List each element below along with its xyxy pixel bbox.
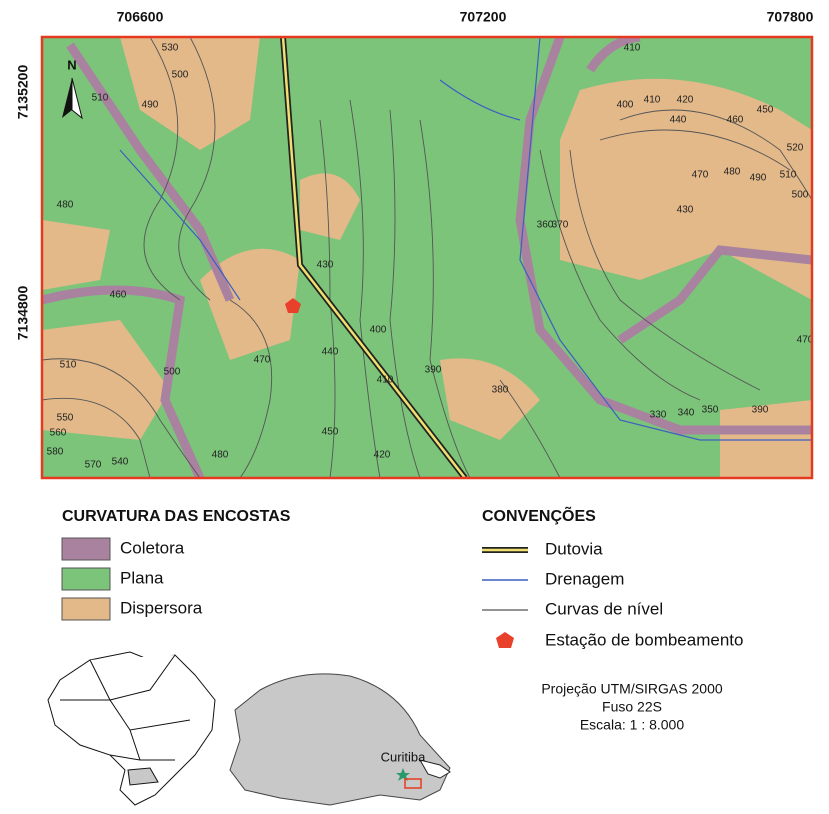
contour-label: 410 xyxy=(624,43,641,54)
contour-label: 430 xyxy=(317,260,334,271)
contour-label: 400 xyxy=(370,325,387,336)
legend-label: Coletora xyxy=(120,538,185,557)
contour-label: 510 xyxy=(60,360,77,371)
contour-label: 550 xyxy=(57,413,74,424)
contour-label: 560 xyxy=(50,428,67,439)
contour-label: 410 xyxy=(644,95,661,106)
contour-label: 330 xyxy=(650,410,667,421)
x-coordinate-label: 707200 xyxy=(460,9,507,25)
contour-label: 370 xyxy=(552,220,569,231)
contour-label: 500 xyxy=(172,70,189,81)
contour-label: 380 xyxy=(492,385,509,396)
contour-label: 470 xyxy=(692,170,709,181)
contour-label: 480 xyxy=(212,450,229,461)
contour-label: 490 xyxy=(750,173,767,184)
projection-text: Fuso 22S xyxy=(602,699,662,715)
legend-title: CURVATURA DAS ENCOSTAS xyxy=(62,508,291,525)
contour-label: 340 xyxy=(678,408,695,419)
city-label: Curitiba xyxy=(381,749,427,764)
legend-label: Drenagem xyxy=(545,569,624,588)
legend-symbol xyxy=(496,632,514,648)
contour-label: 530 xyxy=(162,43,179,54)
x-coordinate-label: 706600 xyxy=(117,9,164,25)
north-label: N xyxy=(67,57,76,72)
y-coordinate-label: 7135200 xyxy=(15,65,31,120)
x-coordinate-label: 707800 xyxy=(767,9,814,25)
contour-label: 450 xyxy=(757,105,774,116)
contour-label: 500 xyxy=(792,190,809,201)
legend-label: Dispersora xyxy=(120,598,203,617)
contour-label: 430 xyxy=(677,205,694,216)
contour-label: 450 xyxy=(322,427,339,438)
legend-swatch xyxy=(62,598,110,620)
legend-label: Curvas de nível xyxy=(545,599,663,618)
legend-label: Dutovia xyxy=(545,539,603,558)
legend-swatch xyxy=(62,538,110,560)
projection-text: Escala: 1 : 8.000 xyxy=(580,717,685,733)
contour-label: 540 xyxy=(112,457,129,468)
contour-label: 390 xyxy=(425,365,442,376)
inset-brazil xyxy=(48,652,215,805)
contour-label: 570 xyxy=(85,460,102,471)
contour-label: 420 xyxy=(374,450,391,461)
map-page: 530 500 510 490 480 460 510 500 470 550 560 580 570 5… xyxy=(0,0,829,814)
contour-label: 410 xyxy=(377,375,394,386)
legend-label: Estação de bombeamento xyxy=(545,630,743,649)
map-body: 530 500 510 490 480 460 510 500 470 550 560 580 570 5… xyxy=(42,37,814,478)
legend-label: Plana xyxy=(120,568,164,587)
contour-label: 480 xyxy=(57,200,74,211)
contour-label: 350 xyxy=(702,405,719,416)
contour-label: 400 xyxy=(617,100,634,111)
contour-label: 440 xyxy=(670,115,687,126)
y-coordinate-label: 7134800 xyxy=(15,286,31,341)
inset-parana: Curitiba xyxy=(230,674,450,805)
contour-label: 580 xyxy=(47,447,64,458)
contour-label: 390 xyxy=(752,405,769,416)
contour-label: 520 xyxy=(787,143,804,154)
contour-label: 440 xyxy=(322,347,339,358)
contour-label: 420 xyxy=(677,95,694,106)
contour-label: 460 xyxy=(727,115,744,126)
legend-title: CONVENÇÕES xyxy=(482,505,596,525)
legend-swatch xyxy=(62,568,110,590)
contour-label: 470 xyxy=(254,355,271,366)
contour-label: 500 xyxy=(164,367,181,378)
contour-label: 510 xyxy=(780,170,797,181)
contour-label: 480 xyxy=(724,167,741,178)
projection-text: Projeção UTM/SIRGAS 2000 xyxy=(541,681,723,697)
contour-label: 490 xyxy=(142,100,159,111)
contour-label: 510 xyxy=(92,93,109,104)
contour-label: 460 xyxy=(110,290,127,301)
